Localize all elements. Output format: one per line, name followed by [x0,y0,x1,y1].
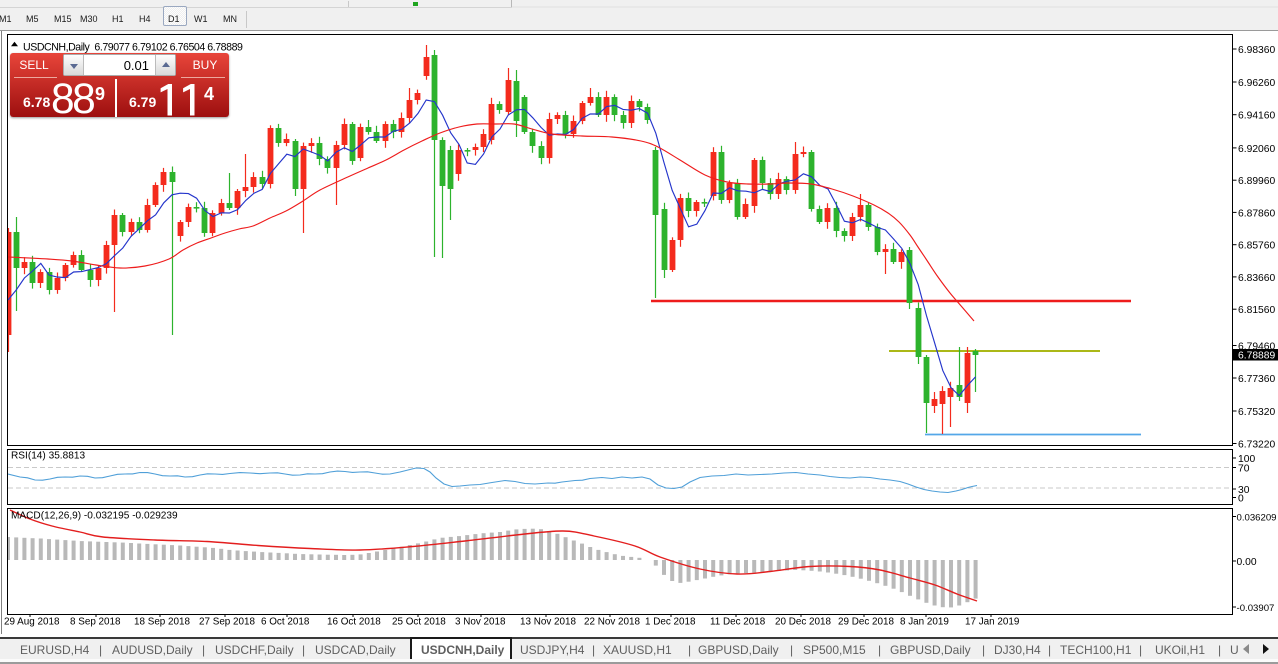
svg-text:-0.03907: -0.03907 [1237,603,1275,614]
svg-text:16 Oct 2018: 16 Oct 2018 [327,617,381,628]
svg-text:USDCNH,Daily 6.79077 6.79102: USDCNH,Daily 6.79077 6.79102 6.76504 6.7… [23,42,243,54]
svg-text:6.79460: 6.79460 [1238,342,1275,353]
svg-text:6.75320: 6.75320 [1238,407,1275,418]
svg-text:0.036209: 0.036209 [1237,513,1277,524]
svg-text:MACD(12,26,9) -0.032195 -0.029: MACD(12,26,9) -0.032195 -0.029239 [11,511,178,522]
svg-text:8 Jan 2019: 8 Jan 2019 [900,617,949,628]
svg-text:0.00: 0.00 [1237,557,1257,568]
svg-text:6.77360: 6.77360 [1238,374,1275,385]
svg-text:27 Sep 2018: 27 Sep 2018 [199,617,256,628]
svg-text:6.98360: 6.98360 [1238,45,1275,56]
svg-text:11 Dec 2018: 11 Dec 2018 [710,617,766,628]
svg-text:17 Jan 2019: 17 Jan 2019 [965,617,1020,628]
svg-text:6.78889: 6.78889 [1238,351,1275,362]
svg-text:6.73220: 6.73220 [1238,440,1275,451]
svg-text:30: 30 [1238,485,1250,496]
svg-text:6.85760: 6.85760 [1238,241,1275,252]
svg-text:6.94160: 6.94160 [1238,111,1275,122]
svg-text:3 Nov 2018: 3 Nov 2018 [455,617,506,628]
svg-text:6.96260: 6.96260 [1238,78,1275,89]
svg-text:29 Aug 2018: 29 Aug 2018 [4,617,60,628]
svg-text:20 Dec 2018: 20 Dec 2018 [775,617,832,628]
svg-text:6.83660: 6.83660 [1238,273,1275,284]
svg-text:6.92060: 6.92060 [1238,144,1275,155]
svg-text:1 Dec 2018: 1 Dec 2018 [645,617,696,628]
svg-text:18 Sep 2018: 18 Sep 2018 [134,617,191,628]
svg-text:8 Sep 2018: 8 Sep 2018 [70,617,121,628]
svg-text:70: 70 [1238,464,1250,475]
svg-text:25 Oct 2018: 25 Oct 2018 [392,617,446,628]
svg-text:6.89960: 6.89960 [1238,176,1275,187]
svg-text:29 Dec 2018: 29 Dec 2018 [838,617,895,628]
svg-text:RSI(14) 35.8813: RSI(14) 35.8813 [11,451,85,462]
svg-text:6 Oct 2018: 6 Oct 2018 [261,617,310,628]
svg-text:6.87860: 6.87860 [1238,208,1275,219]
svg-text:6.81560: 6.81560 [1238,305,1275,316]
svg-text:22 Nov 2018: 22 Nov 2018 [584,617,641,628]
svg-text:0: 0 [1238,494,1244,505]
svg-text:100: 100 [1238,454,1255,465]
svg-text:13 Nov 2018: 13 Nov 2018 [520,617,577,628]
